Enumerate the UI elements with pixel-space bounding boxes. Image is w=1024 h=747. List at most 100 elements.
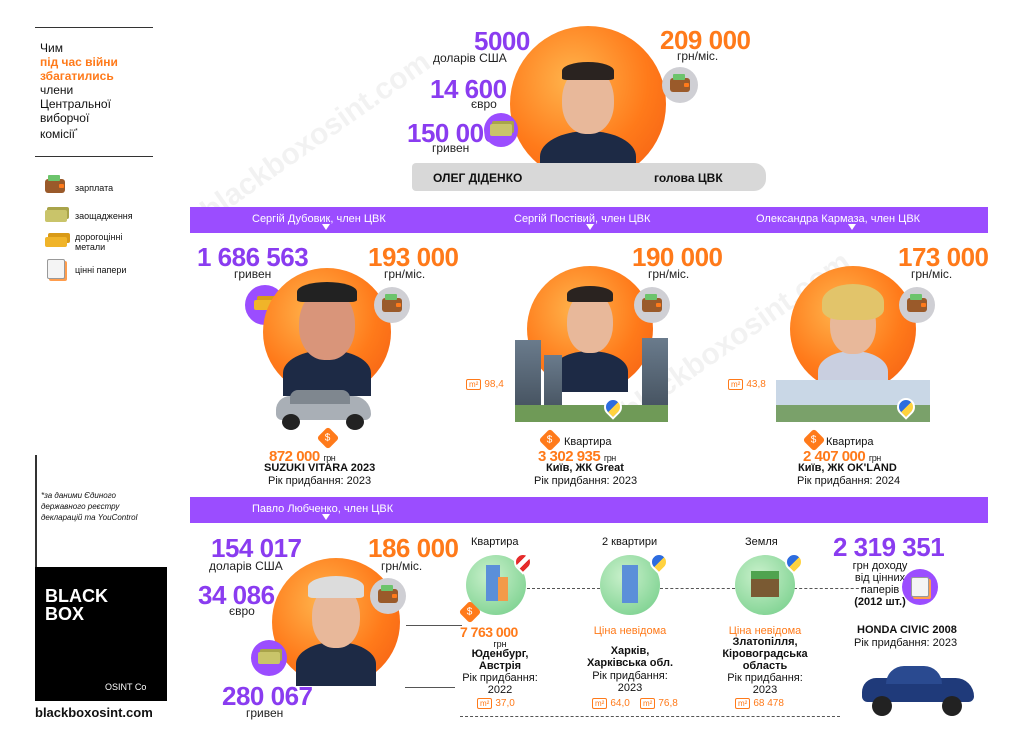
property-location: Київ, ЖК OK'LAND [798,462,897,474]
legend-label: цінні папери [75,265,127,275]
members-band: Павло Любченко, член ЦВК [190,497,988,523]
purchase-year: Рік придбання: [592,670,668,682]
car-model: HONDA CIVIC 2008 [857,624,957,636]
car-image [268,390,378,430]
legend-label: зарплата [75,183,114,193]
income-description: грн доходу [852,560,908,572]
portrait-circle [263,268,391,396]
logo-text: BLACK [45,586,108,606]
wallet-icon [642,294,662,312]
currency-unit: доларів США [433,51,507,65]
salary-value: 209 000 [660,25,751,55]
area: m² 43,8 [728,379,766,390]
price-tag-icon: $ [316,426,340,450]
legend-item [45,237,67,247]
salary-unit: грн/міс. [677,49,719,63]
purchase-year: Рік придбання: 2023 [268,475,372,487]
wallet-icon [45,175,65,193]
sidebar: Чим під час війни збагатились члени Цент… [35,27,167,727]
title-highlight: під час війни [40,55,118,69]
eur-savings-value: 14 600 [430,74,507,104]
securities-icon [47,259,65,279]
securities-icon [911,577,929,597]
eur-savings-value: 34 086 [198,580,275,610]
title-text: комісії [40,127,75,141]
arrow-down-icon [322,514,330,520]
gold-bars-icon [45,237,67,247]
income-description: паперів [860,584,900,596]
purchase-year: 2023 [752,684,778,696]
usd-savings-value: 5000 [474,26,530,56]
cash-icon [45,210,67,222]
member-label: Сергій Дубовик, член ЦВК [252,213,386,225]
purchase-year: Рік придбання: [462,672,538,684]
arrow-down-icon [322,224,330,230]
members-band: Сергій Дубовик, член ЦВК Сергій Постівий… [190,207,988,233]
title-text: Центральної [40,97,111,111]
watermark: blackboxosint.com [194,45,437,229]
cash-icon [258,652,280,664]
purchase-year: Рік придбання: 2023 [854,637,958,649]
area: m² 64,0 [592,698,630,709]
salary-value: 193 000 [368,242,459,272]
area: m² 98,4 [466,379,504,390]
wallet-icon [378,585,398,603]
property-location: область [742,660,788,672]
legend-label: дорогоцінні метали [75,232,123,252]
footnote-mark: * [74,128,78,135]
area: m² 68 478 [735,698,784,709]
currency-unit: гривен [234,267,272,281]
property-location: Златопілля, [732,636,798,648]
price-unit: грн [493,639,507,649]
title-text: члени [40,83,74,97]
property-type: Квартира [471,536,519,548]
portrait-circle [790,266,916,392]
website-link[interactable]: blackboxosint.com [35,705,153,720]
property-price: 3 302 935 грн [538,448,616,465]
divider [35,156,153,157]
purchase-year: Рік придбання: [727,672,803,684]
wallet-icon [670,74,690,92]
portrait-circle [272,558,400,686]
wallet-icon [382,294,402,312]
divider [35,455,37,579]
uah-savings-value: 150 000 [407,118,498,148]
name-banner [412,163,766,191]
connector-line [460,716,840,717]
uah-savings-value: 1 686 563 [197,242,309,272]
area: m² 37,0 [477,698,515,709]
uah-savings-value: 280 067 [222,681,313,711]
property-location: Київ, ЖК Great [546,462,624,474]
salary-value: 186 000 [368,533,459,563]
title-highlight: збагатились [40,69,114,83]
income-description: від цінних [854,572,906,584]
currency-unit: євро [471,97,497,111]
salary-unit: грн/міс. [384,267,426,281]
purchase-year: Рік придбання: 2023 [534,475,638,487]
property-type: Земля [745,536,778,548]
wallet-badge [899,287,935,323]
area: m² 76,8 [640,698,678,709]
wallet-badge [662,67,698,103]
property-location: Кіровоградська [722,648,808,660]
car-model: SUZUKI VITARA 2023 [264,462,376,474]
property-price: 2 407 000 грн [803,448,881,465]
salary-value: 173 000 [898,242,989,272]
income-description: (2012 шт.) [854,596,906,608]
property-price: Ціна невідома [593,625,667,637]
legend-item [45,175,65,193]
gold-bars-icon [254,300,276,310]
cash-badge [251,640,287,676]
logo-subtitle: OSINT Co [105,682,147,692]
sidebar-title: Чим під час війни збагатились члени Цент… [40,41,155,141]
legend-item [47,259,65,279]
securities-income-value: 2 319 351 [833,532,945,562]
wallet-icon [907,294,927,312]
title-text: виборчої [40,111,90,125]
connector-line [522,588,600,589]
title-text: Чим [40,41,63,55]
connector-line [405,687,455,688]
currency-unit: євро [229,604,255,618]
property-type: 2 квартири [602,536,658,548]
person-name: ОЛЕГ ДІДЕНКО [433,171,523,185]
